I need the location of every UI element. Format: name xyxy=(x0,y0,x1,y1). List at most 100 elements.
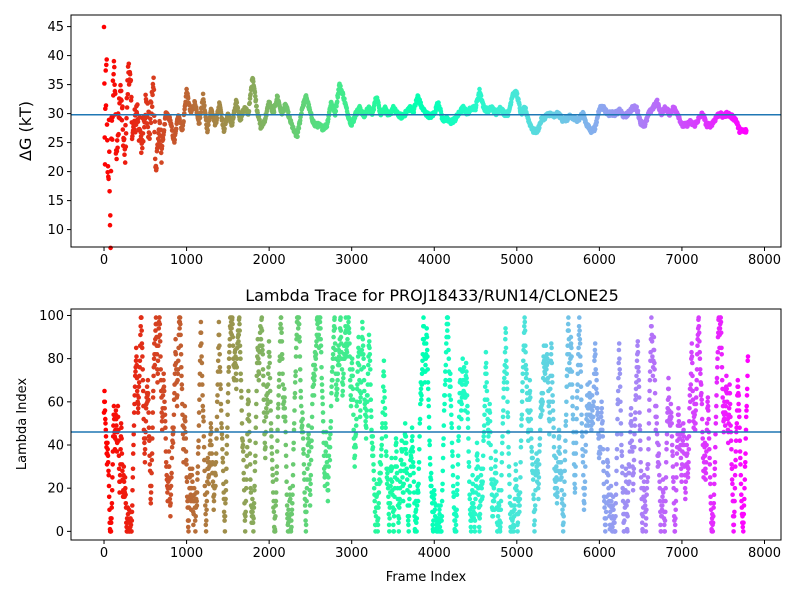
lambda-point xyxy=(222,529,228,534)
lambda-point xyxy=(382,412,388,418)
lambda-point xyxy=(209,451,215,456)
lambda-point xyxy=(105,460,111,465)
lambda-point xyxy=(570,412,576,418)
lambda-point xyxy=(403,440,409,446)
lambda-point xyxy=(311,393,317,398)
delta-g-point xyxy=(252,90,258,95)
lambda-point xyxy=(522,319,528,325)
lambda-xticks: 0 1000 2000 3000 4000 5000 6000 7000 8000 xyxy=(100,540,781,561)
lambda-point xyxy=(570,416,576,422)
lambda-point xyxy=(375,522,381,528)
lambda-point xyxy=(545,356,550,362)
lambda-point xyxy=(381,369,386,374)
lambda-point xyxy=(465,403,470,409)
lambda-point xyxy=(402,421,408,426)
delta-g-point xyxy=(150,92,155,98)
lambda-point xyxy=(681,427,686,433)
lambda-point xyxy=(603,529,608,534)
delta-g-point xyxy=(338,83,343,89)
lambda-point xyxy=(597,451,603,456)
lambda-point xyxy=(493,464,498,469)
lambda-point xyxy=(148,501,154,506)
lambda-point xyxy=(113,408,119,413)
y-tick-label: 60 xyxy=(47,395,64,410)
delta-g-point xyxy=(110,78,116,83)
lambda-point xyxy=(350,373,356,379)
lambda-point xyxy=(385,466,390,472)
lambda-point xyxy=(238,356,243,362)
lambda-point xyxy=(651,347,657,353)
lambda-point xyxy=(507,494,512,500)
delta-g-point xyxy=(114,149,120,154)
lambda-point xyxy=(269,434,274,439)
lambda-point xyxy=(292,395,298,400)
lambda-point xyxy=(535,485,541,491)
lambda-point xyxy=(673,488,679,493)
lambda-point xyxy=(185,524,191,530)
lambda-point xyxy=(117,490,122,495)
delta-g-point xyxy=(473,103,479,108)
y-tick-label: 35 xyxy=(47,78,64,93)
lambda-point xyxy=(449,425,455,431)
delta-g-point xyxy=(160,137,166,142)
lambda-point xyxy=(353,423,359,428)
lambda-point xyxy=(548,386,553,392)
delta-g-point xyxy=(634,104,639,110)
lambda-point xyxy=(574,416,579,422)
lambda-point xyxy=(468,529,474,534)
lambda-point xyxy=(635,343,640,349)
lambda-point xyxy=(278,321,283,327)
lambda-point xyxy=(686,434,692,439)
lambda-point xyxy=(267,375,273,381)
lambda-point xyxy=(300,416,306,422)
lambda-point xyxy=(670,464,676,469)
lambda-point xyxy=(169,444,175,450)
lambda-point xyxy=(130,488,135,493)
lambda-point xyxy=(258,336,264,342)
lambda-point xyxy=(368,397,374,403)
lambda-point xyxy=(455,475,461,480)
lambda-point xyxy=(371,477,377,482)
lambda-point xyxy=(361,352,366,357)
lambda-point xyxy=(168,492,174,498)
lambda-point xyxy=(696,315,701,320)
delta-g-point xyxy=(335,91,341,96)
lambda-point xyxy=(338,334,344,340)
lambda-point xyxy=(326,475,331,480)
lambda-point xyxy=(219,425,224,431)
lambda-point xyxy=(221,509,227,515)
delta-g-point xyxy=(172,137,177,143)
lambda-point xyxy=(194,490,200,495)
lambda-point xyxy=(279,339,285,344)
lambda-point xyxy=(247,438,252,444)
lambda-point xyxy=(195,451,201,456)
lambda-point xyxy=(293,369,299,374)
lambda-point xyxy=(211,498,217,504)
lambda-point xyxy=(123,501,129,506)
lambda-point xyxy=(583,442,589,448)
delta-g-point xyxy=(105,164,111,169)
lambda-point xyxy=(726,406,732,411)
lambda-point xyxy=(708,481,713,487)
lambda-point xyxy=(595,410,601,415)
lambda-point xyxy=(714,375,720,381)
lambda-point xyxy=(719,345,724,351)
lambda-point xyxy=(157,332,163,338)
lambda-point xyxy=(634,373,639,379)
lambda-point xyxy=(549,360,555,366)
lambda-point xyxy=(504,380,510,385)
lambda-point xyxy=(234,356,240,362)
lambda-point xyxy=(683,490,688,495)
lambda-point xyxy=(117,472,123,478)
lambda-point xyxy=(340,382,346,387)
lambda-point xyxy=(226,365,232,370)
delta-g-point xyxy=(116,131,121,137)
lambda-point xyxy=(242,529,248,534)
lambda-point xyxy=(654,403,659,409)
lambda-point xyxy=(650,354,655,359)
lambda-point xyxy=(161,388,167,394)
lambda-point xyxy=(568,341,574,346)
lambda-point xyxy=(738,472,744,478)
lambda-point xyxy=(744,386,750,392)
lambda-point xyxy=(628,412,634,418)
